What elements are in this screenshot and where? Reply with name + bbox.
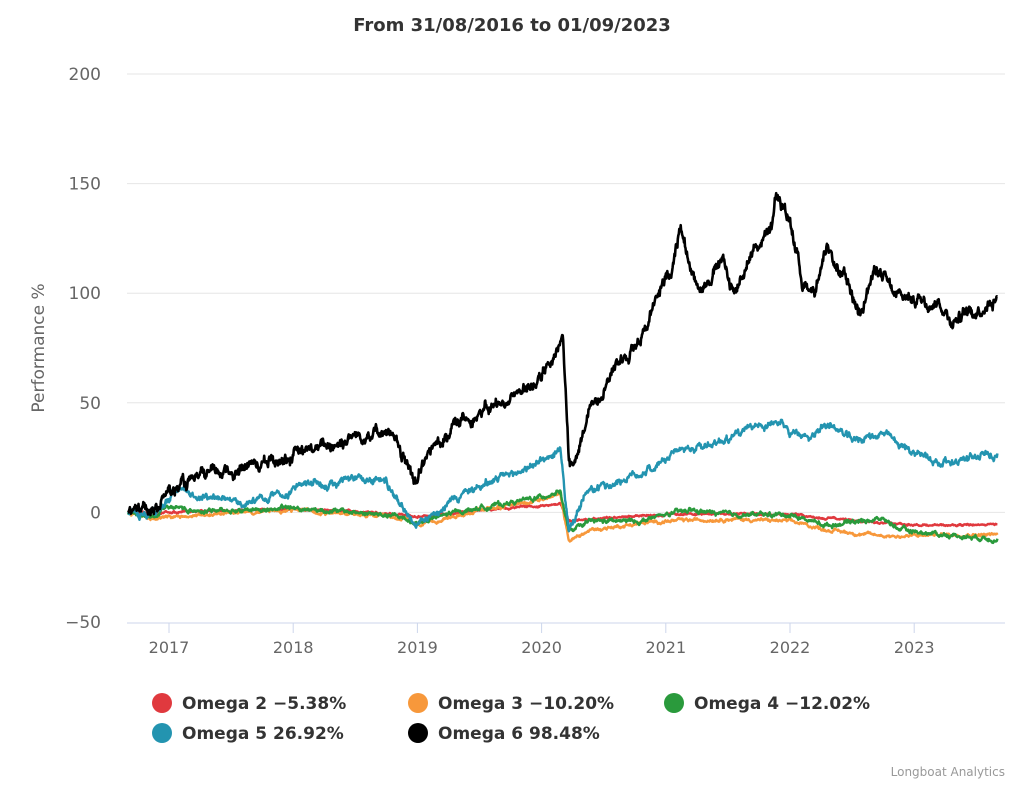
legend-marker bbox=[408, 693, 428, 713]
legend-item-omega-3[interactable]: Omega 3 −10.20% bbox=[408, 693, 614, 714]
legend-item-omega-4[interactable]: Omega 4 −12.02% bbox=[664, 693, 870, 714]
x-tick-label: 2020 bbox=[521, 638, 562, 657]
y-axis-ticks: 200 150 100 50 0 −50 bbox=[65, 65, 101, 633]
x-tick-label: 2021 bbox=[645, 638, 686, 657]
series-line-omega-5[interactable] bbox=[127, 418, 999, 533]
legend-label: Omega 2 −5.38% bbox=[182, 694, 346, 714]
y-tick-label: 0 bbox=[90, 503, 101, 523]
legend: Omega 2 −5.38% Omega 3 −10.20% Omega 4 −12… bbox=[152, 693, 870, 744]
x-tick-label: 2018 bbox=[273, 638, 314, 657]
legend-marker bbox=[664, 693, 684, 713]
credits[interactable]: Longboat Analytics bbox=[891, 765, 1005, 779]
series-line-omega-6[interactable] bbox=[127, 191, 999, 517]
y-tick-label: 200 bbox=[69, 65, 101, 85]
legend-label: Omega 6 98.48% bbox=[438, 724, 600, 744]
legend-label: Omega 4 −12.02% bbox=[694, 694, 870, 714]
x-axis-ticks: 2017 2018 2019 2020 2021 2022 2023 bbox=[149, 623, 935, 657]
grid-lines bbox=[127, 73, 1005, 513]
y-tick-label: −50 bbox=[65, 613, 101, 633]
y-axis-label: Performance % bbox=[29, 283, 49, 412]
y-tick-label: 150 bbox=[69, 175, 101, 195]
legend-item-omega-5[interactable]: Omega 5 26.92% bbox=[152, 723, 344, 744]
legend-label: Omega 3 −10.20% bbox=[438, 694, 614, 714]
chart-title: From 31/08/2016 to 01/09/2023 bbox=[353, 15, 671, 36]
legend-label: Omega 5 26.92% bbox=[182, 724, 344, 744]
x-tick-label: 2019 bbox=[397, 638, 438, 657]
x-tick-label: 2022 bbox=[770, 638, 811, 657]
legend-item-omega-6[interactable]: Omega 6 98.48% bbox=[408, 723, 600, 744]
series-lines bbox=[126, 191, 999, 545]
legend-marker bbox=[152, 693, 172, 713]
legend-item-omega-2[interactable]: Omega 2 −5.38% bbox=[152, 693, 346, 714]
series-line-omega-4[interactable] bbox=[126, 489, 999, 545]
x-tick-label: 2023 bbox=[894, 638, 935, 657]
x-tick-label: 2017 bbox=[149, 638, 190, 657]
y-tick-label: 50 bbox=[79, 394, 101, 414]
legend-marker bbox=[152, 723, 172, 743]
legend-marker bbox=[408, 723, 428, 743]
y-tick-label: 100 bbox=[69, 284, 101, 304]
